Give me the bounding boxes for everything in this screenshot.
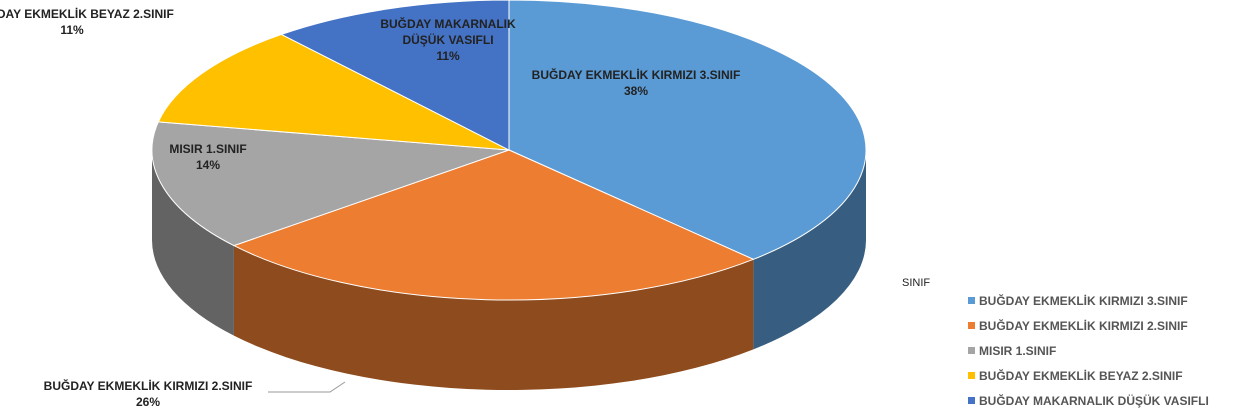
legend-swatch [968,372,975,379]
data-label-category: MISIR 1.SINIF [169,142,247,156]
slice-side [233,245,754,391]
data-label-value: 38% [623,84,649,98]
legend-title: SINIF [902,277,931,289]
legend-label: BUĞDAY EKMEKLİK KIRMIZI 3.SINIF [979,294,1188,308]
slice [280,0,510,151]
legend-swatch [968,322,975,329]
leader-line [268,381,346,393]
legend-entry: BUĞDAY EKMEKLİK KIRMIZI 3.SINIF [968,294,1188,308]
legend-label: MISIR 1.SINIF [979,344,1057,358]
data-label-value: 26% [135,395,161,409]
data-label: BUĞDAY MAKARNALIK DÜŞÜK VASIFLI 11% [373,16,523,64]
data-label: BUĞDAY EKMEKLİK BEYAZ 2.SINIF 11% [0,6,182,38]
slice [151,121,510,247]
data-label-value: 14% [195,158,221,172]
slice [508,0,867,260]
data-label: BUĞDAY EKMEKLİK KIRMIZI 3.SINIF 38% [506,67,766,99]
data-label: BUĞDAY EKMEKLİK KIRMIZI 2.SINIF 26% [18,378,278,410]
legend-swatch [968,397,975,404]
data-label: MISIR 1.SINIF 14% [148,141,268,173]
data-label-value: 11% [60,23,84,37]
legend-entry: BUĞDAY EKMEKLİK BEYAZ 2.SINIF [968,369,1183,383]
legend-swatch [968,297,975,304]
legend-entry: BUĞDAY EKMEKLİK KIRMIZI 2.SINIF [968,319,1188,333]
legend-label: BUĞDAY MAKARNALIK DÜŞÜK VASIFLI [979,394,1209,408]
data-label-category: BUĞDAY EKMEKLİK BEYAZ 2.SINIF [0,7,174,21]
slice [157,33,510,151]
legend-entry: MISIR 1.SINIF [968,344,1056,358]
slice-side [753,150,866,350]
legend-entry: BUĞDAY MAKARNALIK DÜŞÜK VASIFLI [968,394,1209,408]
data-label-category: BUĞDAY EKMEKLİK KIRMIZI 2.SINIF [43,379,253,393]
slice-side [152,150,234,336]
data-label-value: 11% [436,49,460,63]
legend-label: BUĞDAY EKMEKLİK KIRMIZI 2.SINIF [979,319,1188,333]
legend-swatch [968,347,975,354]
data-label-category: BUĞDAY MAKARNALIK DÜŞÜK VASIFLI [380,17,516,47]
slice [232,149,755,301]
legend-label: BUĞDAY EKMEKLİK BEYAZ 2.SINIF [979,369,1183,383]
data-label-category: BUĞDAY EKMEKLİK KIRMIZI 3.SINIF [531,68,741,82]
